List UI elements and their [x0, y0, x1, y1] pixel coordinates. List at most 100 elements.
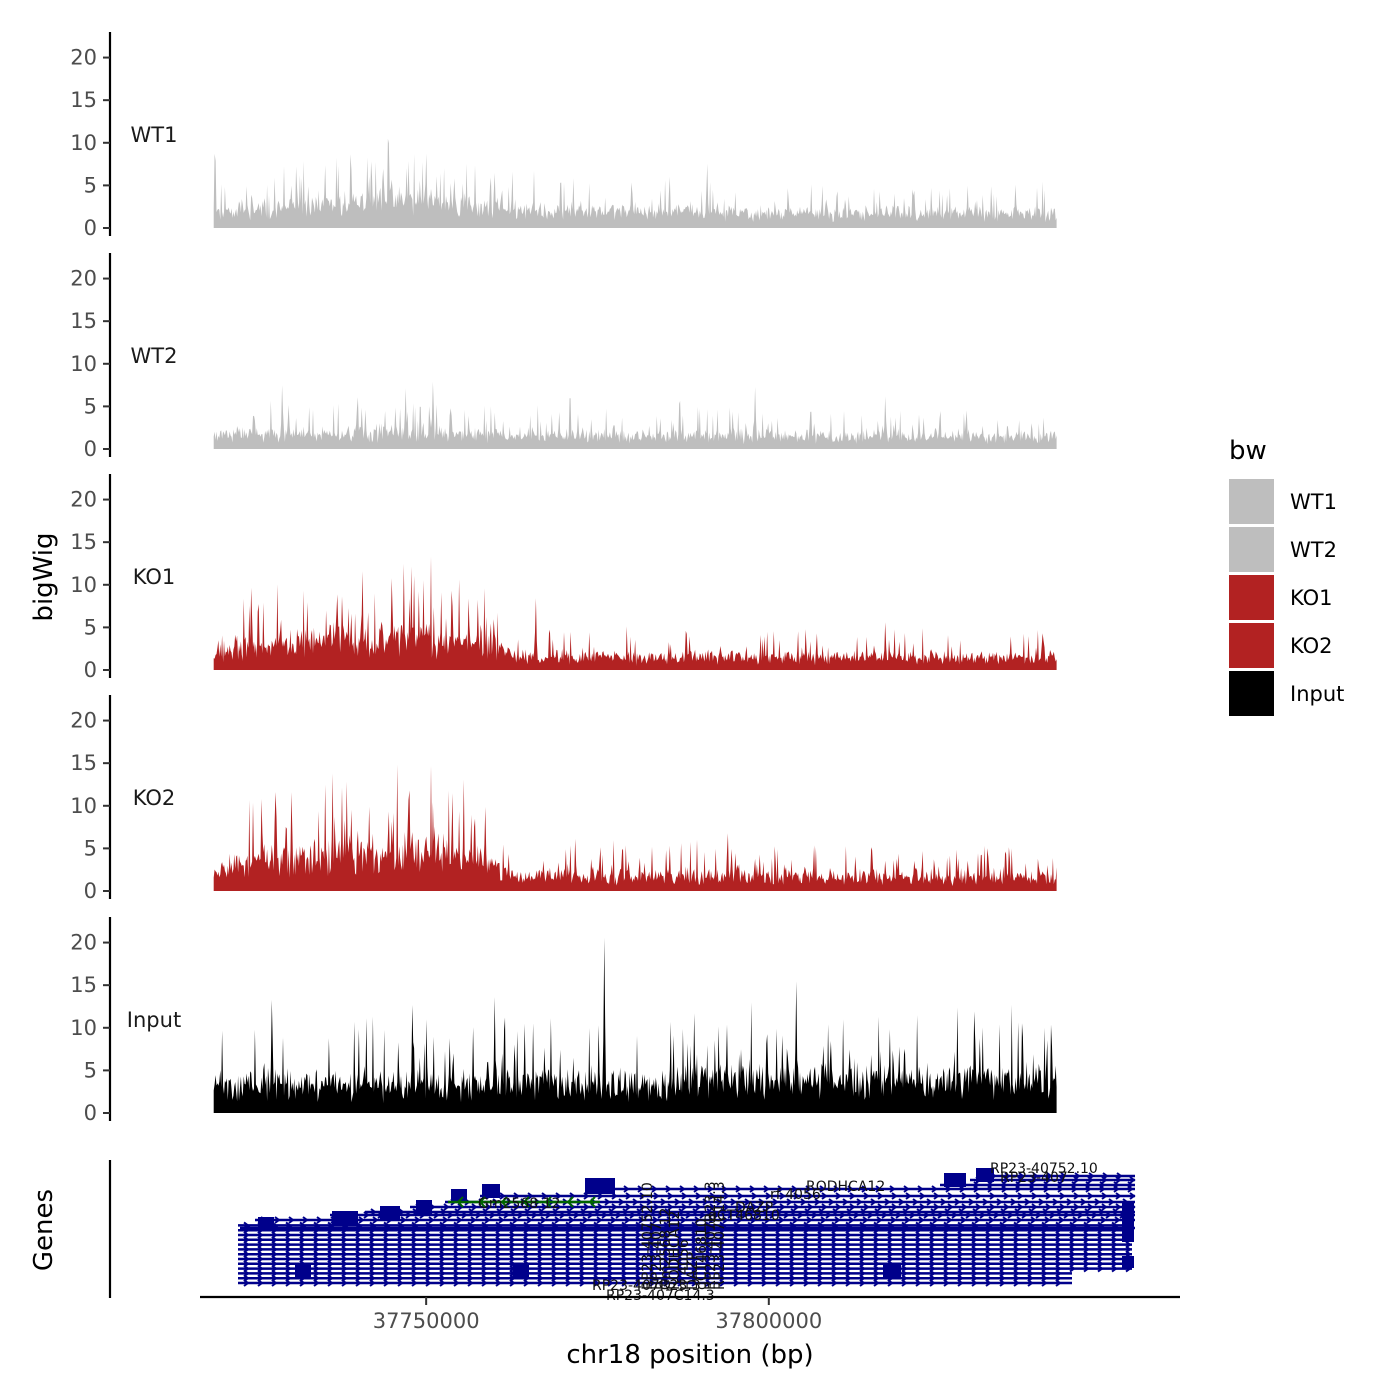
y-tick-label: 20	[70, 488, 97, 512]
y-tick-label: 20	[70, 267, 97, 291]
y-tick-label: 10	[70, 352, 97, 376]
strand-arrows	[243, 1260, 1132, 1268]
exon	[883, 1265, 901, 1279]
strand-arrows	[243, 1240, 1132, 1249]
exon	[332, 1211, 358, 1225]
exon	[513, 1265, 529, 1279]
track-label: KO2	[133, 786, 176, 810]
gene-name-label-vertical: RP23-40752.10	[640, 1182, 656, 1290]
y-tick-label: 0	[84, 879, 97, 903]
gene-name-label: RODHCA12	[806, 1179, 885, 1195]
y-tick-label: 0	[84, 1101, 97, 1125]
y-tick-label: 20	[70, 709, 97, 733]
y-tick-label: 10	[70, 794, 97, 818]
strand-arrows	[243, 1236, 1132, 1244]
y-tick-label: 20	[70, 931, 97, 955]
y-tick-label: 20	[70, 46, 97, 70]
y-tick-label: 10	[70, 1016, 97, 1040]
strand-arrows	[243, 1250, 1132, 1258]
strand-arrows	[243, 1255, 1132, 1263]
strand-arrows	[243, 1279, 1062, 1287]
track-label: Input	[127, 1008, 181, 1032]
track-label: WT1	[131, 123, 178, 147]
y-tick-label: 10	[70, 131, 97, 155]
gene-name-label: RP23-407R23.3	[592, 1278, 701, 1294]
y-axis-title: bigWig	[29, 532, 59, 621]
y-tick-label: 15	[70, 973, 97, 997]
exon	[451, 1189, 467, 1203]
legend-swatch-wt2	[1229, 527, 1274, 572]
gene-name-label: rf 4056	[770, 1187, 821, 1203]
gene-name-label: gCT46810	[708, 1208, 780, 1224]
strand-arrows	[243, 1231, 1132, 1239]
x-axis-title: chr18 position (bp)	[566, 1340, 813, 1370]
coverage-area-ko2	[213, 764, 1057, 891]
gene-name-label-vertical: DAZP	[685, 1252, 701, 1290]
y-tick-label: 0	[84, 216, 97, 240]
coverage-area-input	[213, 937, 1057, 1113]
gene-name-label-vertical: RP23-407C14.3	[712, 1181, 728, 1290]
gene-name-label-vertical: RODHCA12	[667, 1211, 683, 1290]
legend-label-wt2: WT2	[1290, 538, 1337, 562]
y-tick-label: 5	[84, 394, 97, 418]
strand-arrows	[990, 1172, 1123, 1180]
gene-name-label: RP23-40752.10	[990, 1161, 1098, 1177]
exon	[1122, 1202, 1134, 1242]
gene-name-label-vertical: gCT46810	[694, 1218, 710, 1290]
legend-label-wt1: WT1	[1290, 490, 1337, 514]
track-wt2: 0 5 10 15 20 WT2	[70, 253, 1057, 461]
legend: bw WT1 WT2 KO1 KO2 Input	[1229, 436, 1344, 716]
strand-arrows	[243, 1264, 1132, 1273]
y-tick-label: 5	[84, 1058, 97, 1082]
gene-name-label-vertical: RP23-407	[649, 1222, 665, 1290]
legend-label-input: Input	[1290, 682, 1344, 706]
coverage-area-wt2	[213, 381, 1057, 449]
y-tick-label: 5	[84, 615, 97, 639]
y-tick-label: 5	[84, 836, 97, 860]
coverage-area-wt1	[213, 138, 1057, 228]
legend-swatch-input	[1229, 671, 1274, 716]
coverage-area-ko1	[213, 556, 1057, 670]
exon	[482, 1184, 500, 1198]
exon	[295, 1265, 311, 1279]
strand-arrows	[245, 1224, 1134, 1232]
x-tick-label: 37750000	[373, 1309, 480, 1333]
gene-name-label: DAZP	[735, 1200, 773, 1216]
y-tick-label: 10	[70, 573, 97, 597]
legend-title: bw	[1229, 436, 1267, 466]
track-wt1: 0 5 10 15 20 WT1	[70, 32, 1057, 240]
exon	[258, 1217, 274, 1231]
track-input: 0 5 10 15 20 Input	[70, 917, 1057, 1125]
track-label: WT2	[131, 344, 178, 368]
strand-arrows	[243, 1245, 1132, 1254]
legend-swatch-ko1	[1229, 575, 1274, 620]
gene-name-label-vertical: rf 4056	[676, 1239, 692, 1290]
track-ko2: 0 5 10 15 20 KO2	[70, 695, 1057, 903]
legend-label-ko2: KO2	[1290, 634, 1333, 658]
exon	[1122, 1256, 1134, 1268]
track-ko1: 0 5 10 15 20 KO1	[70, 474, 1057, 682]
y-tick-label: 5	[84, 173, 97, 197]
antisense-arrows	[456, 1196, 596, 1208]
exon	[944, 1173, 966, 1187]
y-tick-label: 0	[84, 437, 97, 461]
y-tick-label: 15	[70, 751, 97, 775]
exon	[585, 1178, 615, 1194]
y-tick-label: 0	[84, 658, 97, 682]
y-tick-label: 15	[70, 309, 97, 333]
legend-swatch-ko2	[1229, 623, 1274, 668]
genes-axis-title: Genes	[29, 1189, 59, 1271]
x-tick-label: 37800000	[715, 1309, 822, 1333]
exon	[416, 1200, 432, 1214]
y-tick-label: 15	[70, 530, 97, 554]
track-label: KO1	[133, 565, 176, 589]
gene-name-label: Gm2568 12	[478, 1196, 560, 1212]
legend-label-ko1: KO1	[1290, 586, 1333, 610]
gene-name-label-vertical: RP23-407R23.3	[703, 1181, 719, 1290]
legend-swatch-wt1	[1229, 479, 1274, 524]
gene-name-label-vertical: Gm2568 12	[658, 1208, 674, 1290]
exon	[976, 1168, 994, 1182]
